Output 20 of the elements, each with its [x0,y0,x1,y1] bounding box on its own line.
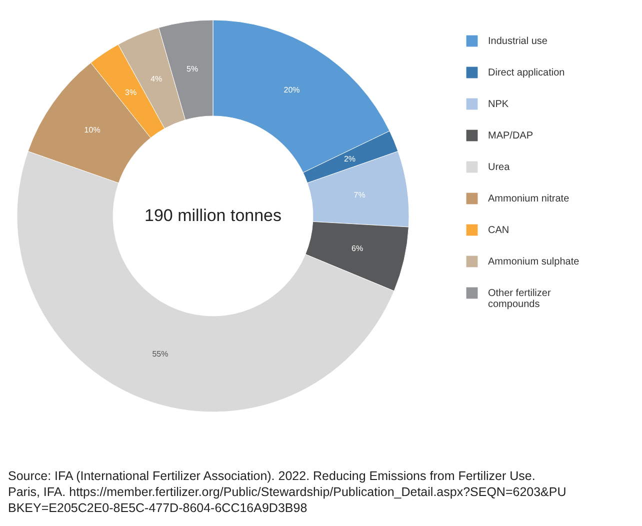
legend-label: Ammonium sulphate [488,256,580,268]
data-label: 6% [352,244,364,253]
legend-label: Industrial use [488,36,548,47]
legend-label: Direct application [488,68,565,78]
source-note: Source: IFA (International Fertilizer Association). 2022. Reducing Emissions from Fertilizer Use. Paris, IFA. https://member.fertilizer.org/Public/Stewardship/Publication_Detail.aspx?SEQN=6203&PUBKEY=E205C2E0-8E5C-477D-8604-6CC16A9D3B98 [8,469,566,515]
legend-label: Urea [488,162,510,173]
data-label: 5% [186,64,198,74]
text: 190 million tonnes [144,206,282,225]
data-label: 7% [354,190,366,200]
data-label: 4% [150,74,162,84]
legend-label: NPK [488,99,509,110]
data-label: 55% [152,349,168,358]
data-label: 2% [344,154,356,164]
data-label: 20% [284,86,300,95]
legend-label: MAP/DAP [488,130,534,142]
legend-label: Other fertilizer compounds [488,288,552,310]
legend-label: Ammonium nitrate [488,194,570,204]
data-label: 3% [124,88,137,97]
legend-label: CAN [488,225,510,236]
data-label: 10% [84,125,100,134]
